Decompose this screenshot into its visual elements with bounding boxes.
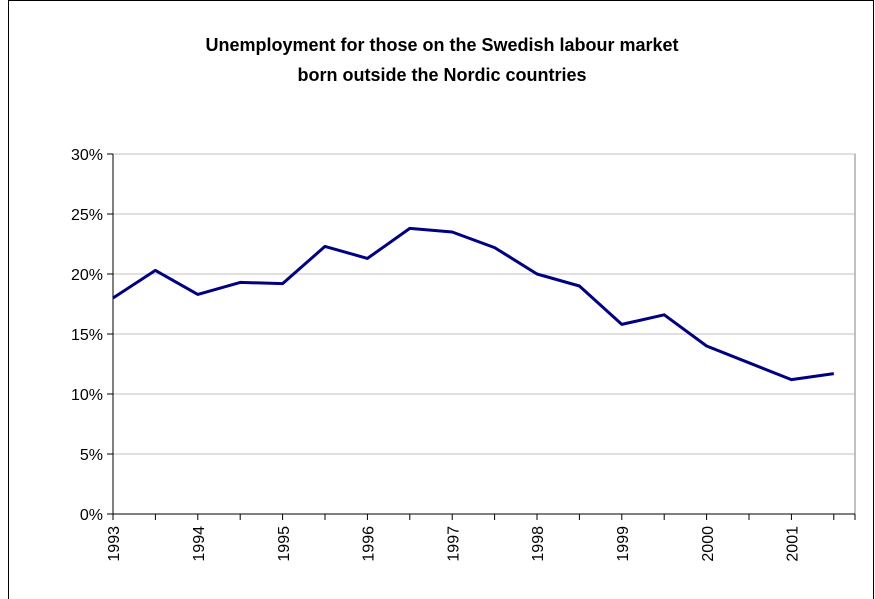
y-tick-label: 20%	[71, 267, 103, 284]
x-tick-label: 1998	[530, 526, 547, 562]
y-tick-label: 25%	[71, 207, 103, 224]
line-series	[112, 226, 835, 382]
y-tick-label: 0%	[80, 507, 103, 524]
x-tick-label: 1993	[106, 526, 123, 562]
chart-title: born outside the Nordic countries	[297, 65, 586, 85]
x-tick-label: 1997	[445, 526, 462, 562]
x-tick-label: 1994	[191, 526, 208, 562]
chart-title: Unemployment for those on the Swedish la…	[205, 35, 678, 55]
x-tick-label: 2000	[700, 526, 717, 562]
y-tick-label: 15%	[71, 327, 103, 344]
y-tick-label: 5%	[80, 447, 103, 464]
x-tick-label: 1995	[276, 526, 293, 562]
y-tick-label: 30%	[71, 147, 103, 164]
x-tick-label: 1996	[361, 526, 378, 562]
x-tick-label: 2001	[785, 526, 802, 562]
y-tick-label: 10%	[71, 387, 103, 404]
x-tick-label: 1999	[615, 526, 632, 562]
